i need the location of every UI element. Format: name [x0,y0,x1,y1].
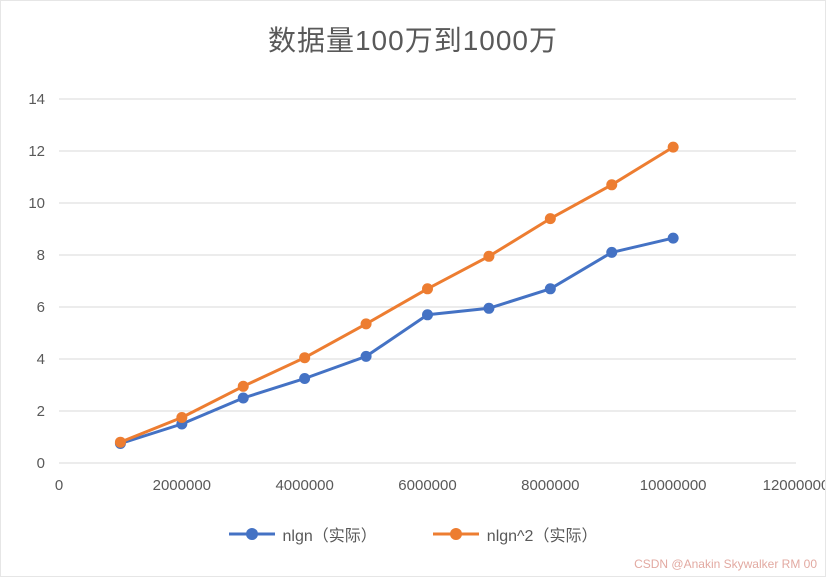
data-point-marker [544,283,556,295]
legend-dot-icon [449,528,462,540]
data-point-marker [299,373,311,384]
data-point-marker [176,412,188,423]
x-axis-tick-label: 12000000 [763,477,826,494]
data-point-marker [483,302,495,314]
x-axis-tick-label: 0 [55,477,63,494]
data-point-marker [237,392,249,404]
y-axis-tick-label: 10 [28,195,45,212]
y-axis-tick-label: 6 [37,299,45,316]
data-point-marker [299,352,311,364]
data-point-marker [667,141,679,153]
y-axis-tick-label: 8 [37,247,45,264]
data-point-marker [360,318,372,330]
data-point-marker [422,309,433,321]
plot-area: 0 2 4 6 8 10 12 14 0 2000000 4000000 6000000 8000000… [28,91,826,494]
data-point-marker [114,436,126,448]
legend-marker-line-icon [228,528,275,540]
data-point-marker [544,213,556,225]
chart-title: 数据量100万到1000万 [267,25,558,56]
x-axis-tick-label: 2000000 [153,477,211,494]
x-axis-tick-label: 6000000 [398,477,456,494]
data-point-marker [237,380,249,392]
x-axis-tick-label: 10000000 [640,477,707,494]
legend-item-nlgn: nlgn（实际） [228,522,377,546]
legend-label-nlgn: nlgn（实际） [282,528,377,545]
data-point-marker [667,232,679,244]
series-line-2 [118,145,675,444]
data-point-marker [606,246,618,258]
x-axis-tick-label: 4000000 [275,477,333,494]
watermark: CSDN @Anakin Skywalker RM 00 [634,557,817,571]
x-axis-tick-label: 8000000 [521,477,579,494]
series-line-1 [118,236,675,445]
legend-label-nlgn2: nlgn^2（实际） [486,528,598,545]
y-axis-tick-label: 2 [37,403,45,420]
data-point-marker [360,350,372,362]
data-point-marker [606,179,618,191]
y-axis-tick-label: 0 [37,455,45,472]
data-point-marker [483,250,495,262]
y-axis-tick-label: 4 [37,351,45,368]
legend: nlgn（实际） nlgn^2（实际） [1,522,825,546]
legend-dot-icon [245,528,258,540]
data-point-marker [422,283,433,295]
legend-marker-line-icon [432,528,479,540]
legend-item-nlgn2: nlgn^2（实际） [432,522,598,546]
y-axis-tick-label: 14 [28,91,45,108]
y-axis-tick-label: 12 [28,143,45,160]
